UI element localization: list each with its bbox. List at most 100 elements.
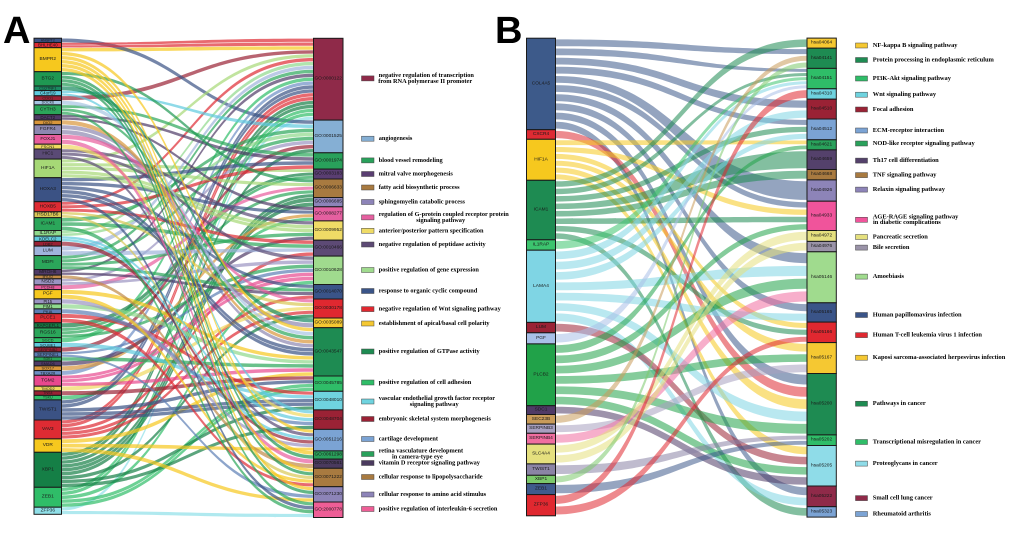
svg-text:TWIST1: TWIST1 xyxy=(39,406,57,412)
svg-text:Transcriptional misregulation: Transcriptional misregulation in cancer xyxy=(873,439,981,446)
svg-text:hsa05165: hsa05165 xyxy=(811,309,832,315)
svg-text:hsa04976: hsa04976 xyxy=(811,243,832,249)
svg-text:COL4A5: COL4A5 xyxy=(532,80,551,86)
svg-text:signaling pathway: signaling pathway xyxy=(410,401,460,408)
svg-text:TNF signaling pathway: TNF signaling pathway xyxy=(873,172,937,179)
svg-text:GO:0071230: GO:0071230 xyxy=(314,491,342,497)
svg-text:TGM2: TGM2 xyxy=(41,377,55,383)
svg-text:KDELC2: KDELC2 xyxy=(39,236,57,241)
svg-text:Kaposi sarcoma-associated herp: Kaposi sarcoma-associated herpesvirus in… xyxy=(873,354,1006,361)
svg-text:establishment of apical/basal: establishment of apical/basal cell polar… xyxy=(379,320,491,327)
svg-text:signaling pathway: signaling pathway xyxy=(416,217,466,224)
svg-text:SERPINB3: SERPINB3 xyxy=(529,425,553,431)
svg-text:positive regulation of cell ad: positive regulation of cell adhesion xyxy=(379,379,472,386)
svg-text:LDB2: LDB2 xyxy=(43,241,53,246)
svg-text:LAMA4: LAMA4 xyxy=(533,283,549,289)
svg-text:Amoebiasis: Amoebiasis xyxy=(873,273,905,280)
svg-text:GO:0070561: GO:0070561 xyxy=(314,460,342,466)
svg-text:CYTH3: CYTH3 xyxy=(40,106,56,112)
svg-text:hsa04926: hsa04926 xyxy=(811,187,832,193)
svg-text:HOXA3: HOXA3 xyxy=(40,186,57,192)
svg-text:TSKU: TSKU xyxy=(43,396,53,400)
svg-text:sphingomyelin catabolic proces: sphingomyelin catabolic process xyxy=(379,199,466,206)
svg-text:vascular endothelial growth fa: vascular endothelial growth factor recep… xyxy=(379,395,496,402)
svg-text:GO:0009952: GO:0009952 xyxy=(314,227,342,233)
svg-text:ICAM1: ICAM1 xyxy=(40,221,55,227)
svg-text:BTG2: BTG2 xyxy=(42,75,55,81)
svg-text:HSD17B6: HSD17B6 xyxy=(37,211,59,217)
svg-text:PCDH8: PCDH8 xyxy=(41,285,54,290)
svg-text:Small cell lung cancer: Small cell lung cancer xyxy=(873,495,933,502)
svg-text:FOXJ1: FOXJ1 xyxy=(40,136,55,142)
svg-text:FGFR4: FGFR4 xyxy=(40,126,56,132)
svg-text:blood vessel remodeling: blood vessel remodeling xyxy=(379,157,444,164)
svg-text:LUM: LUM xyxy=(536,324,546,330)
svg-text:hsa05166: hsa05166 xyxy=(811,329,832,335)
svg-text:Pathways in cancer: Pathways in cancer xyxy=(873,400,926,407)
svg-text:TNS4: TNS4 xyxy=(43,391,52,395)
svg-text:Bile secretion: Bile secretion xyxy=(873,244,910,251)
svg-text:XBP1: XBP1 xyxy=(42,466,55,472)
svg-text:cellular response to amino aci: cellular response to amino acid stimulus xyxy=(379,491,487,498)
svg-text:mitral valve morphogenesis: mitral valve morphogenesis xyxy=(379,171,454,178)
svg-text:HIF1A: HIF1A xyxy=(534,156,548,162)
svg-text:Proteoglycans in cancer: Proteoglycans in cancer xyxy=(873,460,938,467)
svg-text:GO:0000122: GO:0000122 xyxy=(314,76,342,82)
svg-text:DIO2: DIO2 xyxy=(43,120,53,125)
svg-text:DOCK6: DOCK6 xyxy=(42,101,54,105)
svg-text:retina vasculature development: retina vasculature development xyxy=(379,448,464,455)
svg-text:positive regulation of GTPase: positive regulation of GTPase activity xyxy=(379,348,481,355)
svg-text:hsa04668: hsa04668 xyxy=(811,171,832,177)
svg-text:CXCR4: CXCR4 xyxy=(533,131,550,137)
svg-text:GO:0006633: GO:0006633 xyxy=(314,185,342,191)
svg-text:hsa04512: hsa04512 xyxy=(811,126,832,132)
svg-text:GO:0045785: GO:0045785 xyxy=(314,380,342,386)
svg-text:hsa04933: hsa04933 xyxy=(811,212,832,218)
svg-text:TBXA2R: TBXA2R xyxy=(40,371,55,376)
svg-text:SLC4A4: SLC4A4 xyxy=(532,451,550,457)
svg-text:cellular response to lipopolys: cellular response to lipopolysaccharide xyxy=(379,474,483,481)
svg-text:hsa04621: hsa04621 xyxy=(811,141,832,147)
svg-text:PGF: PGF xyxy=(536,335,546,341)
svg-text:NF-kappa B signaling pathway: NF-kappa B signaling pathway xyxy=(873,42,959,49)
svg-text:GO:0061298: GO:0061298 xyxy=(314,452,342,458)
svg-text:hsa05205: hsa05205 xyxy=(811,462,832,468)
svg-text:PIM1: PIM1 xyxy=(43,304,53,309)
svg-text:TWIST1: TWIST1 xyxy=(532,466,550,472)
svg-text:angiogenesis: angiogenesis xyxy=(379,135,413,142)
svg-text:NSD2: NSD2 xyxy=(41,278,54,284)
svg-text:RGS16: RGS16 xyxy=(40,329,56,335)
svg-text:DACT2: DACT2 xyxy=(40,115,55,120)
svg-text:Relaxin signaling pathway: Relaxin signaling pathway xyxy=(873,186,946,193)
svg-text:SERPINB4: SERPINB4 xyxy=(529,435,553,441)
svg-text:C4orf19: C4orf19 xyxy=(40,91,56,96)
svg-text:hsa04141: hsa04141 xyxy=(811,55,832,61)
svg-text:from RNA polymerase II promote: from RNA polymerase II promoter xyxy=(378,78,472,85)
svg-text:hsa05323: hsa05323 xyxy=(811,508,832,514)
svg-text:LUM: LUM xyxy=(43,247,53,253)
svg-text:GO:0014070: GO:0014070 xyxy=(314,288,342,294)
svg-text:ZEB1: ZEB1 xyxy=(535,486,547,492)
svg-text:SCUBE1: SCUBE1 xyxy=(40,342,56,347)
svg-text:fatty acid biosynthetic proces: fatty acid biosynthetic process xyxy=(379,184,460,191)
svg-text:SDC1: SDC1 xyxy=(535,407,548,413)
svg-text:GO:0043547: GO:0043547 xyxy=(314,348,342,354)
svg-text:NOD-like receptor signaling pa: NOD-like receptor signaling pathway xyxy=(873,140,976,147)
svg-text:SMAD6: SMAD6 xyxy=(41,361,56,366)
svg-text:SERPINE1: SERPINE1 xyxy=(37,352,59,357)
svg-text:MDFI: MDFI xyxy=(42,259,54,265)
svg-text:hsa04151: hsa04151 xyxy=(811,75,832,81)
svg-text:in camera-type eye: in camera-type eye xyxy=(392,453,443,460)
svg-text:hsa04064: hsa04064 xyxy=(811,40,832,46)
svg-text:Human papillomavirus infection: Human papillomavirus infection xyxy=(873,312,962,319)
svg-text:GO:0048010: GO:0048010 xyxy=(314,397,342,403)
svg-text:GO:0001525: GO:0001525 xyxy=(314,133,342,139)
svg-text:GO:0030178: GO:0030178 xyxy=(314,305,342,311)
svg-text:negative regulation of transcr: negative regulation of transcription xyxy=(379,72,475,79)
svg-text:C1QTNF1: C1QTNF1 xyxy=(39,86,56,90)
svg-text:ZEB1: ZEB1 xyxy=(42,494,54,500)
svg-text:GO:0001974: GO:0001974 xyxy=(314,157,342,163)
svg-text:GO:0010628: GO:0010628 xyxy=(314,267,342,273)
svg-text:Human T-cell leukemia virus 1: Human T-cell leukemia virus 1 infection xyxy=(873,332,983,339)
svg-text:GO:0003183: GO:0003183 xyxy=(314,171,342,177)
